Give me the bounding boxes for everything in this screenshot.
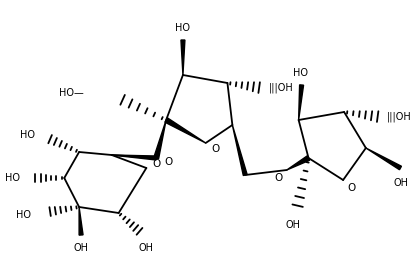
Text: O: O: [152, 159, 160, 169]
Polygon shape: [298, 85, 303, 120]
Text: O: O: [274, 173, 282, 183]
Text: HO: HO: [175, 23, 190, 33]
Polygon shape: [164, 118, 205, 143]
Polygon shape: [79, 207, 83, 235]
Polygon shape: [112, 155, 156, 160]
Text: HO: HO: [20, 130, 35, 140]
Text: HO: HO: [5, 173, 20, 183]
Polygon shape: [232, 125, 247, 175]
Text: O: O: [211, 144, 219, 154]
Text: OH: OH: [285, 220, 299, 230]
Polygon shape: [365, 148, 401, 170]
Text: HO: HO: [16, 210, 31, 220]
Polygon shape: [180, 40, 185, 75]
Text: O: O: [164, 157, 172, 167]
Text: |||OH: |||OH: [386, 112, 411, 122]
Text: OH: OH: [74, 243, 88, 253]
Text: HO—: HO—: [59, 88, 84, 98]
Text: OH: OH: [138, 243, 154, 253]
Text: OH: OH: [393, 178, 408, 188]
Polygon shape: [154, 120, 166, 159]
Text: HO: HO: [292, 68, 307, 78]
Text: |||OH: |||OH: [268, 83, 292, 93]
Text: O: O: [346, 183, 354, 193]
Polygon shape: [286, 156, 309, 170]
